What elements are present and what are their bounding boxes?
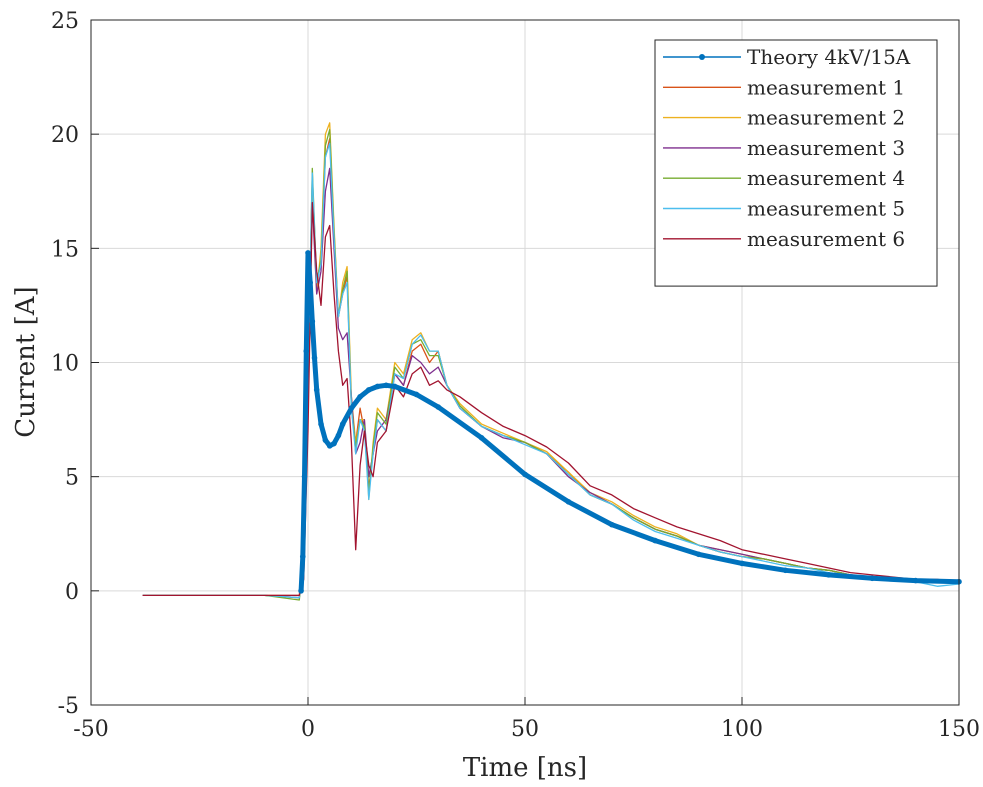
theory-data-point [335, 432, 342, 439]
legend-label: Theory 4kV/15A [747, 45, 911, 69]
theory-data-point [311, 355, 318, 361]
theory-data-point [331, 440, 337, 447]
y-tick-label: 5 [65, 466, 79, 491]
theory-data-point [348, 405, 355, 411]
theory-data-point [522, 471, 528, 478]
legend-label: measurement 1 [747, 75, 905, 99]
theory-data-point [305, 250, 311, 256]
theory-data-point [318, 421, 324, 427]
x-axis-label: Time [ns] [463, 753, 587, 783]
legend-label: measurement 5 [747, 197, 905, 221]
legend-item: measurement 6 [663, 227, 905, 251]
legend-label: measurement 4 [747, 166, 905, 190]
legend-label: measurement 3 [747, 136, 905, 160]
theory-data-point [365, 387, 372, 393]
legend-box [654, 39, 938, 287]
theory-data-point [869, 575, 875, 582]
y-axis-label: Current [A] [11, 286, 41, 437]
theory-data-point [826, 572, 832, 578]
y-tick-label: 15 [51, 237, 79, 262]
series-line-measurement-6 [142, 202, 960, 597]
theory-data-point [299, 553, 306, 560]
legend-item: measurement 2 [663, 106, 905, 130]
theory-data-point [374, 383, 381, 390]
theory-data-point [307, 279, 313, 286]
theory-data-point [695, 551, 702, 558]
x-tick-label: 150 [938, 717, 980, 742]
theory-data-point [782, 567, 789, 574]
theory-data-point [652, 537, 658, 544]
x-tick-label: 0 [301, 717, 315, 742]
theory-data-point [413, 391, 420, 398]
theory-data-point [357, 393, 363, 400]
legend: Theory 4kV/15A measurement 1 measurement 2… [654, 39, 938, 287]
y-tick-label: 20 [51, 123, 79, 148]
legend-label: measurement 2 [747, 106, 905, 130]
theory-data-point [303, 348, 310, 354]
theory-data-point [435, 404, 442, 410]
theory-data-point [392, 383, 398, 390]
legend-item: measurement 1 [663, 75, 905, 99]
x-tick-label: 100 [721, 717, 763, 742]
x-tick-label: 50 [511, 717, 539, 742]
theory-data-point [298, 588, 304, 594]
legend-item: measurement 3 [663, 136, 905, 160]
y-tick-label: 25 [51, 9, 79, 34]
y-tick-label: 0 [65, 580, 79, 605]
theory-data-point [313, 387, 320, 393]
theory-data-point [326, 443, 333, 449]
legend-marker [699, 54, 705, 60]
theory-data-point [339, 421, 346, 427]
theory-data-point [739, 560, 745, 567]
theory-data-point [609, 521, 615, 528]
plot-series [142, 122, 962, 601]
theory-data-point [301, 473, 308, 480]
legend-item: measurement 5 [663, 197, 905, 221]
theory-data-point [322, 437, 329, 443]
legend-item: measurement 4 [663, 166, 905, 190]
legend-item: Theory 4kV/15A [663, 45, 911, 69]
y-tick-label: -5 [58, 694, 79, 719]
y-tick-label: 10 [51, 352, 79, 377]
theory-data-point [912, 577, 919, 584]
theory-data-point [383, 382, 389, 389]
legend-label: measurement 6 [747, 227, 905, 251]
x-tick-label: -50 [73, 717, 108, 742]
theory-data-point [478, 435, 485, 441]
theory-data-point [309, 318, 316, 325]
theory-data-point [565, 498, 572, 505]
series-line-measurement-5 [142, 142, 960, 599]
